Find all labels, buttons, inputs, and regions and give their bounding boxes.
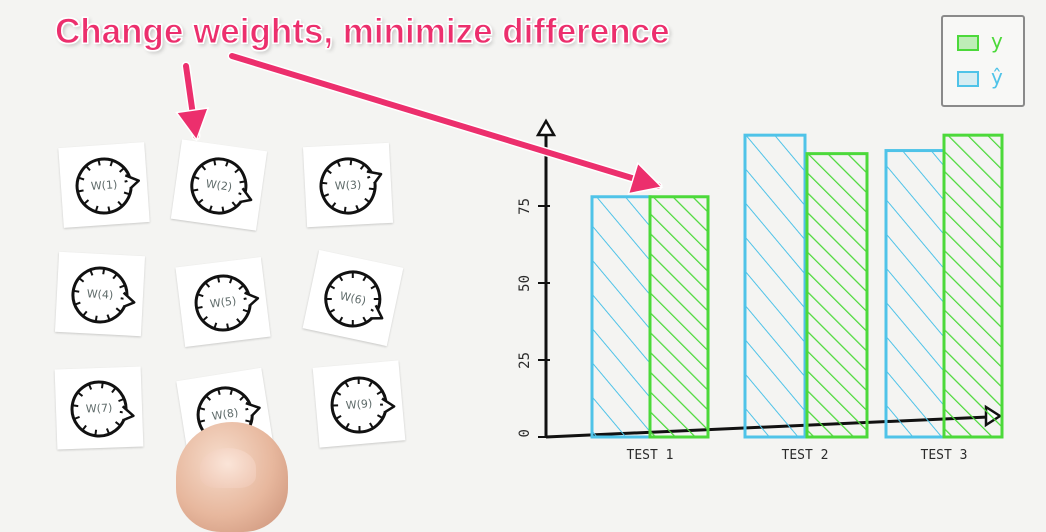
- x-category-label: TEST 2: [782, 448, 829, 463]
- y-tick-label: 25: [517, 352, 533, 369]
- x-category-label: TEST 3: [921, 448, 968, 463]
- x-category-label: TEST 1: [627, 448, 674, 463]
- bar-y-2: [807, 154, 867, 437]
- bar-y-3: [944, 135, 1002, 437]
- bar-y-1: [650, 197, 708, 437]
- y-axis-arrowhead: [538, 121, 554, 135]
- chart-svg: 0 25 50 75 TEST 1 TEST 2 TEST 3: [0, 0, 1046, 491]
- bar-yhat-1: [592, 197, 650, 437]
- whiteboard-canvas: Change weights, minimize difference W(1)…: [0, 0, 1046, 491]
- annotation-arrow-to-weights: [176, 66, 208, 140]
- bar-yhat-2: [745, 135, 805, 437]
- bar-yhat-3: [886, 151, 944, 437]
- y-tick-label: 50: [517, 275, 533, 292]
- annotation-arrow-to-bars: [232, 56, 662, 194]
- y-tick-label: 0: [517, 429, 533, 437]
- y-tick-label: 75: [517, 198, 533, 215]
